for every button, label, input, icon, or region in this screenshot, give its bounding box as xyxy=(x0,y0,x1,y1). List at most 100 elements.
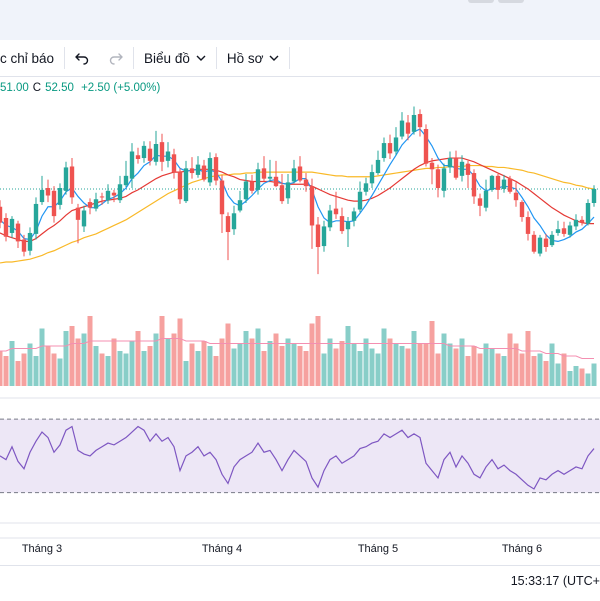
legend-close-value: 52.50 xyxy=(45,82,74,94)
candle-body xyxy=(321,226,327,247)
volume-bar xyxy=(549,343,555,386)
volume-bar xyxy=(525,331,531,386)
volume-bar xyxy=(201,341,207,386)
volume-bar xyxy=(513,343,519,386)
indicators-button[interactable]: c chỉ báo xyxy=(0,40,64,76)
header-button-stub[interactable] xyxy=(468,0,494,3)
volume-bar xyxy=(351,343,357,386)
candle-body xyxy=(405,122,411,134)
candle-body xyxy=(543,238,549,248)
candle-body xyxy=(423,129,429,164)
candle-body xyxy=(3,217,9,237)
profile-menu-button[interactable]: Hồ sơ xyxy=(217,40,290,76)
volume-bar xyxy=(189,343,195,386)
clock-readout[interactable]: 15:33:17 (UTC+ xyxy=(510,574,600,588)
candle-body xyxy=(123,175,129,186)
volume-bar xyxy=(453,348,459,386)
candle-body xyxy=(33,203,39,234)
volume-bar xyxy=(171,333,177,386)
volume-bar xyxy=(399,346,405,386)
legend-open-value: 51.00 xyxy=(0,82,29,94)
candle-body xyxy=(315,224,321,248)
candle-body xyxy=(465,163,471,175)
candle-body xyxy=(231,213,237,230)
candle-body xyxy=(249,181,255,191)
volume-bar xyxy=(3,356,9,386)
candle-body xyxy=(381,143,387,159)
candle-body xyxy=(327,210,333,228)
volume-bar xyxy=(111,338,117,386)
volume-bar xyxy=(33,356,39,386)
volume-bar xyxy=(381,328,387,386)
volume-bar xyxy=(585,373,591,386)
volume-bar xyxy=(447,343,453,386)
candle-body xyxy=(117,184,123,201)
toolbar-divider xyxy=(289,47,291,69)
candle-body xyxy=(261,168,267,179)
profile-menu-label: Hồ sơ xyxy=(226,50,264,66)
volume-bar xyxy=(285,338,291,386)
redo-icon xyxy=(105,47,127,69)
volume-bar xyxy=(147,346,153,386)
time-axis-label: Tháng 4 xyxy=(202,543,242,555)
volume-bar xyxy=(309,323,315,386)
volume-bar xyxy=(327,338,333,386)
volume-bar xyxy=(495,353,501,386)
candle-body xyxy=(147,148,153,161)
volume-bar xyxy=(339,341,345,386)
bottom-status-bar: 15:33:17 (UTC+ xyxy=(0,565,600,601)
undo-button[interactable] xyxy=(65,40,99,76)
candle-body xyxy=(129,151,135,179)
candle-body xyxy=(243,181,249,200)
chart-area[interactable]: Tháng 3 Tháng 4 Tháng 5 Tháng 6 xyxy=(0,76,600,565)
candle-body xyxy=(309,186,315,226)
volume-bar xyxy=(567,371,573,386)
volume-bar xyxy=(195,351,201,386)
volume-bar xyxy=(231,348,237,386)
candle-body xyxy=(177,172,183,200)
candle-body xyxy=(471,173,477,197)
volume-ma-line xyxy=(0,338,594,359)
ma-slow-line xyxy=(0,164,595,264)
volume-bar xyxy=(9,341,15,386)
legend-close-label: C xyxy=(32,82,42,94)
redo-button[interactable] xyxy=(99,40,133,76)
volume-bar xyxy=(291,343,297,386)
candle-body xyxy=(225,216,231,233)
candle-body xyxy=(9,218,15,233)
volume-bar xyxy=(459,338,465,386)
ma-fast-line xyxy=(0,128,595,243)
volume-bar xyxy=(39,328,45,386)
candle-body xyxy=(75,207,81,220)
candle-body xyxy=(351,211,357,221)
candle-body xyxy=(357,191,363,210)
volume-bar xyxy=(429,321,435,386)
volume-bar xyxy=(483,343,489,386)
candle-body xyxy=(39,189,45,203)
volume-bar xyxy=(129,341,135,386)
volume-bar xyxy=(69,326,75,386)
candle-body xyxy=(291,168,297,182)
candle-body xyxy=(171,154,177,173)
volume-bar xyxy=(81,333,87,386)
volume-bar xyxy=(21,353,27,386)
volume-bar xyxy=(243,331,249,386)
candle-body xyxy=(537,237,543,254)
candle-body xyxy=(15,223,21,242)
volume-bar xyxy=(135,331,141,386)
candle-body xyxy=(369,172,375,184)
volume-bar xyxy=(573,366,579,386)
undo-icon xyxy=(71,47,93,69)
volume-bar xyxy=(477,353,483,386)
header-button-stub[interactable] xyxy=(498,0,524,3)
volume-bar xyxy=(507,333,513,386)
candle-body xyxy=(165,151,171,161)
candle-body xyxy=(267,176,273,179)
volume-bar xyxy=(465,356,471,386)
chart-menu-button[interactable]: Biểu đồ xyxy=(134,40,216,76)
volume-bar xyxy=(237,343,243,386)
candle-body xyxy=(483,190,489,208)
candle-body xyxy=(345,221,351,230)
candle-body xyxy=(555,229,561,233)
time-axis-label: Tháng 3 xyxy=(22,543,62,555)
